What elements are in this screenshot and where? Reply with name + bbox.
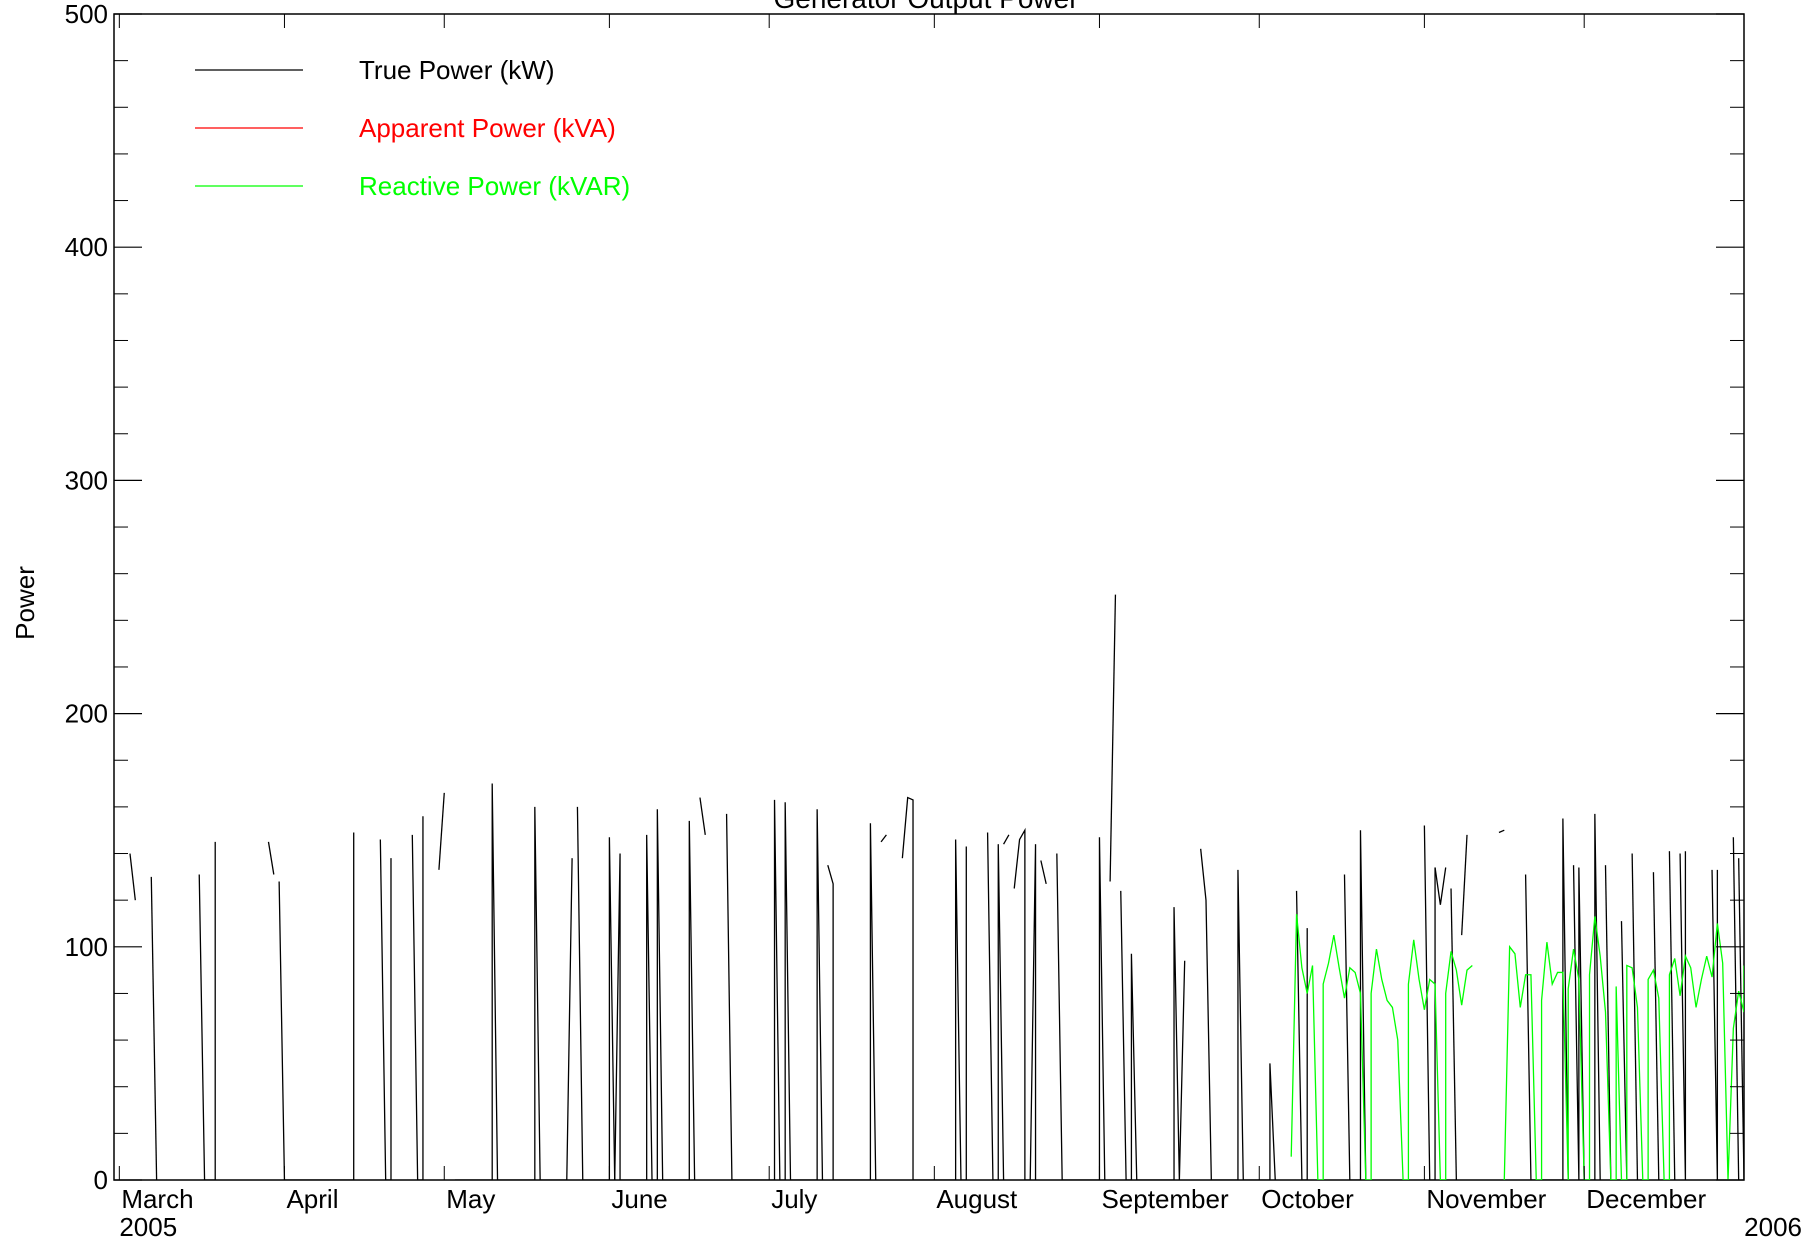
x-tick-label: August (936, 1184, 1018, 1214)
series-line (1343, 830, 1367, 1180)
series-line (614, 809, 696, 1180)
x-tick-label: November (1426, 1184, 1546, 1214)
series-line (699, 797, 706, 835)
legend-label: True Power (kW) (359, 55, 555, 85)
chart-title: Generator Output Power (773, 0, 1078, 14)
x-tick-label: June (611, 1184, 667, 1214)
x-tick-label: July (771, 1184, 817, 1214)
series-line (1450, 888, 1457, 1180)
series-line (1434, 867, 1447, 905)
series-line (150, 876, 158, 1180)
series-line (1040, 860, 1047, 884)
series-layer (129, 594, 1744, 1180)
x-year-label: 2006 (1744, 1212, 1802, 1238)
y-tick-label: 400 (65, 232, 108, 262)
series-line (1056, 837, 1106, 1180)
series-line (1423, 825, 1436, 1180)
x-tick-label: May (446, 1184, 495, 1214)
series-line (1109, 594, 1117, 882)
series-line (438, 792, 445, 870)
series-0 (129, 594, 1744, 1180)
y-tick-label: 300 (65, 465, 108, 495)
x-tick-label: October (1261, 1184, 1354, 1214)
series-line (198, 841, 216, 1180)
series-line (1295, 890, 1308, 1180)
series-line (379, 839, 392, 1180)
series-line (129, 853, 136, 901)
legend-label: Reactive Power (kVAR) (359, 171, 630, 201)
legend: True Power (kW) Apparent Power (kVA) React… (195, 55, 630, 201)
series-line (1631, 853, 1639, 1180)
x-tick-label: September (1101, 1184, 1229, 1214)
series-line (1498, 829, 1505, 834)
series-line (1604, 865, 1612, 1180)
y-tick-label: 200 (65, 699, 108, 729)
series-line (1290, 914, 1473, 1180)
y-tick-label: 0 (94, 1165, 108, 1195)
series-line (1200, 848, 1276, 1180)
series-line (901, 796, 967, 1180)
series-line (454, 783, 573, 1180)
legend-label: Apparent Power (kVA) (359, 113, 616, 143)
y-tick-label: 100 (65, 932, 108, 962)
series-2 (1290, 914, 1744, 1180)
series-line (1120, 890, 1186, 1180)
series-line (725, 799, 824, 1180)
x-tick-label: March (121, 1184, 193, 1214)
series-line (411, 816, 424, 1180)
series-line (827, 823, 877, 1180)
series-line (880, 834, 887, 843)
series-line (1013, 827, 1037, 1180)
series-line (986, 832, 1005, 1180)
x-tick-label: December (1586, 1184, 1706, 1214)
series-line (1003, 834, 1010, 845)
series-line (1461, 834, 1468, 936)
series-line (1572, 813, 1601, 1180)
y-tick-label: 500 (65, 0, 108, 29)
x-year-label: 2005 (119, 1212, 177, 1238)
series-line (1668, 851, 1676, 1180)
series-line (1711, 869, 1719, 1180)
series-line (1503, 916, 1744, 1180)
series-line (1738, 858, 1744, 1180)
series-line (1524, 818, 1569, 1180)
series-line (1652, 872, 1660, 1180)
y-axis-label: Power (10, 566, 40, 640)
series-line (576, 806, 616, 1180)
series-line (267, 841, 275, 875)
series-line (1620, 921, 1628, 1180)
x-tick-label: April (286, 1184, 338, 1214)
series-line (278, 832, 355, 1180)
axis-ticks: 0 100 200 300 400 500 March April May June July Aug… (65, 0, 1802, 1238)
